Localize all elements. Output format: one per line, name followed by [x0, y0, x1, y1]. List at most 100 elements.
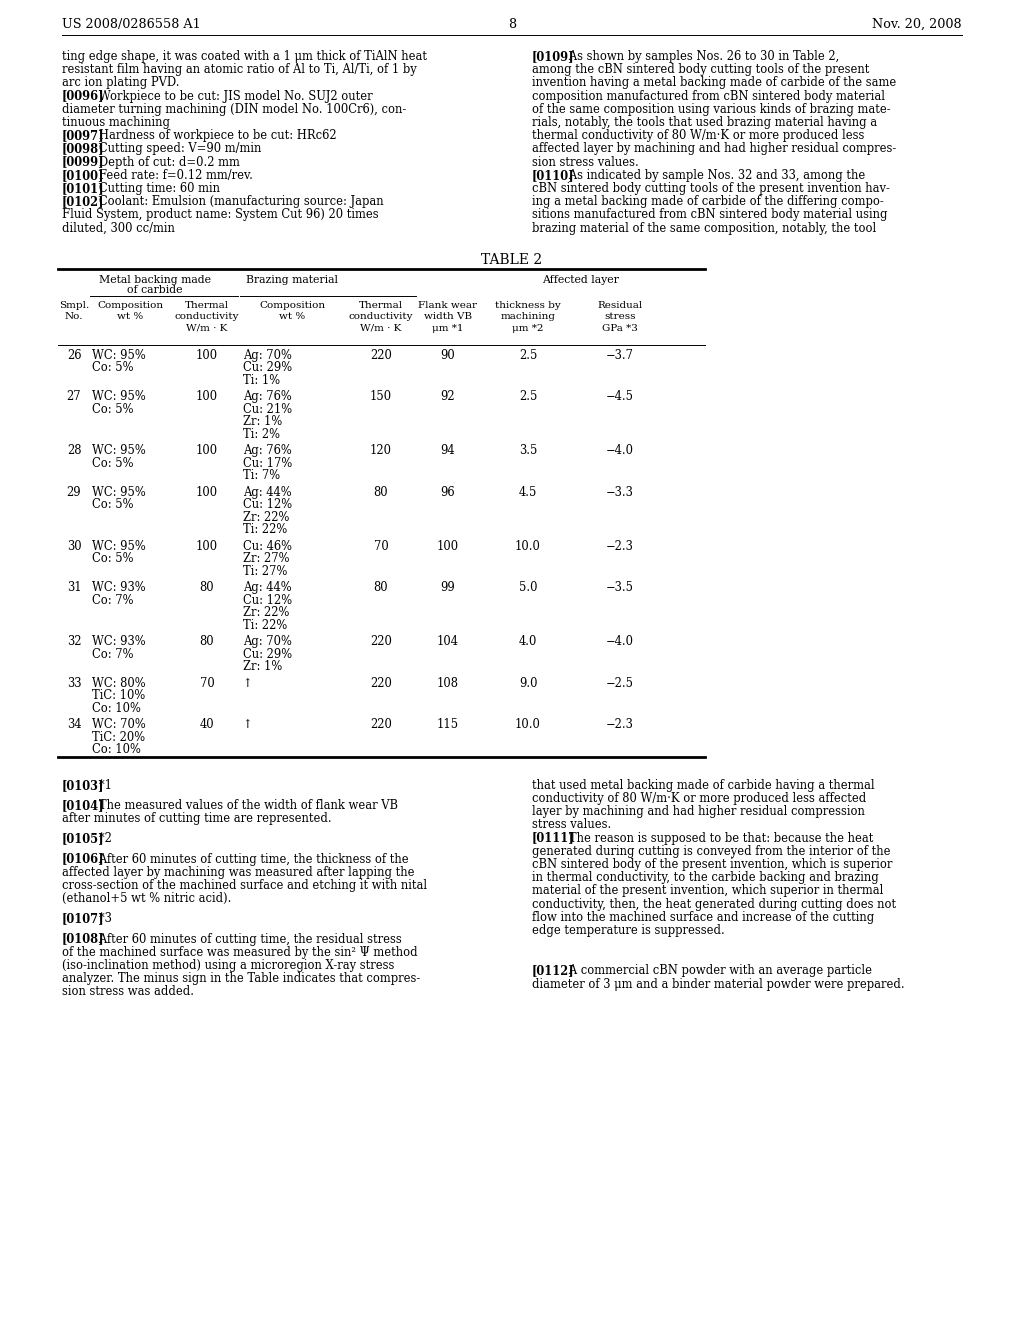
Text: [0102]: [0102]: [62, 195, 104, 209]
Text: *1: *1: [88, 779, 112, 792]
Text: 80: 80: [200, 581, 214, 594]
Text: analyzer. The minus sign in the Table indicates that compres-: analyzer. The minus sign in the Table in…: [62, 973, 420, 985]
Text: Cutting speed: V=90 m/min: Cutting speed: V=90 m/min: [88, 143, 261, 156]
Text: cBN sintered body of the present invention, which is superior: cBN sintered body of the present inventi…: [532, 858, 892, 871]
Text: rials, notably, the tools that used brazing material having a: rials, notably, the tools that used braz…: [532, 116, 878, 129]
Text: [0112]: [0112]: [532, 965, 574, 977]
Text: Cutting time: 60 min: Cutting time: 60 min: [88, 182, 220, 195]
Text: Thermal
conductivity
W/m · K: Thermal conductivity W/m · K: [349, 301, 414, 333]
Text: sion stress was added.: sion stress was added.: [62, 986, 194, 998]
Text: 99: 99: [440, 581, 456, 594]
Text: Ti: 27%: Ti: 27%: [243, 565, 288, 578]
Text: Ti: 22%: Ti: 22%: [243, 619, 288, 632]
Text: TiC: 20%: TiC: 20%: [92, 731, 145, 743]
Text: TABLE 2: TABLE 2: [481, 253, 543, 267]
Text: diameter turning machining (DIN model No. 100Cr6), con-: diameter turning machining (DIN model No…: [62, 103, 407, 116]
Text: [0107]: [0107]: [62, 912, 104, 925]
Text: 4.5: 4.5: [519, 486, 538, 499]
Text: A commercial cBN powder with an average particle: A commercial cBN powder with an average …: [558, 965, 871, 977]
Text: 94: 94: [440, 445, 456, 457]
Text: [0110]: [0110]: [532, 169, 574, 182]
Text: 108: 108: [437, 677, 459, 690]
Text: Zr: 22%: Zr: 22%: [243, 606, 290, 619]
Text: Zr: 22%: Zr: 22%: [243, 511, 290, 524]
Text: [0111]: [0111]: [532, 832, 574, 845]
Text: Co: 5%: Co: 5%: [92, 403, 133, 416]
Text: [0099]: [0099]: [62, 156, 104, 169]
Text: of the same composition using various kinds of brazing mate-: of the same composition using various ki…: [532, 103, 891, 116]
Text: [0109]: [0109]: [532, 50, 574, 63]
Text: Co: 5%: Co: 5%: [92, 552, 133, 565]
Text: [0103]: [0103]: [62, 779, 104, 792]
Text: invention having a metal backing made of carbide of the same: invention having a metal backing made of…: [532, 77, 896, 90]
Text: [0098]: [0098]: [62, 143, 104, 156]
Text: Co: 7%: Co: 7%: [92, 648, 133, 661]
Text: 100: 100: [196, 445, 218, 457]
Text: 2.5: 2.5: [519, 391, 538, 404]
Text: ing a metal backing made of carbide of the differing compo-: ing a metal backing made of carbide of t…: [532, 195, 884, 209]
Text: The reason is supposed to be that: because the heat: The reason is supposed to be that: becau…: [558, 832, 873, 845]
Text: Composition
wt %: Composition wt %: [259, 301, 325, 321]
Text: Affected layer: Affected layer: [542, 275, 618, 285]
Text: [0106]: [0106]: [62, 853, 104, 866]
Text: Ag: 70%: Ag: 70%: [243, 635, 292, 648]
Text: Workpiece to be cut: JIS model No. SUJ2 outer: Workpiece to be cut: JIS model No. SUJ2 …: [88, 90, 373, 103]
Text: −4.0: −4.0: [606, 445, 634, 457]
Text: Thermal
conductivity
W/m · K: Thermal conductivity W/m · K: [175, 301, 240, 333]
Text: 4.0: 4.0: [519, 635, 538, 648]
Text: 30: 30: [67, 540, 81, 553]
Text: −3.5: −3.5: [606, 581, 634, 594]
Text: Cu: 12%: Cu: 12%: [243, 594, 292, 607]
Text: layer by machining and had higher residual compression: layer by machining and had higher residu…: [532, 805, 865, 818]
Text: Cu: 17%: Cu: 17%: [243, 457, 292, 470]
Text: Ag: 44%: Ag: 44%: [243, 486, 292, 499]
Text: −4.0: −4.0: [606, 635, 634, 648]
Text: 10.0: 10.0: [515, 718, 541, 731]
Text: [0097]: [0097]: [62, 129, 104, 143]
Text: Fluid System, product name: System Cut 96) 20 times: Fluid System, product name: System Cut 9…: [62, 209, 379, 222]
Text: Zr: 27%: Zr: 27%: [243, 552, 290, 565]
Text: 220: 220: [370, 348, 392, 362]
Text: 100: 100: [196, 540, 218, 553]
Text: 31: 31: [67, 581, 81, 594]
Text: WC: 95%: WC: 95%: [92, 391, 145, 404]
Text: −3.7: −3.7: [606, 348, 634, 362]
Text: 220: 220: [370, 677, 392, 690]
Text: 34: 34: [67, 718, 81, 731]
Text: 32: 32: [67, 635, 81, 648]
Text: Ag: 76%: Ag: 76%: [243, 445, 292, 457]
Text: resistant film having an atomic ratio of Al to Ti, Al/Ti, of 1 by: resistant film having an atomic ratio of…: [62, 63, 417, 77]
Text: after minutes of cutting time are represented.: after minutes of cutting time are repres…: [62, 812, 332, 825]
Text: 10.0: 10.0: [515, 540, 541, 553]
Text: As indicated by sample Nos. 32 and 33, among the: As indicated by sample Nos. 32 and 33, a…: [558, 169, 865, 182]
Text: WC: 93%: WC: 93%: [92, 581, 145, 594]
Text: WC: 95%: WC: 95%: [92, 540, 145, 553]
Text: Ag: 44%: Ag: 44%: [243, 581, 292, 594]
Text: −4.5: −4.5: [606, 391, 634, 404]
Text: Co: 7%: Co: 7%: [92, 594, 133, 607]
Text: Cu: 21%: Cu: 21%: [243, 403, 292, 416]
Text: tinuous machining: tinuous machining: [62, 116, 170, 129]
Text: Coolant: Emulsion (manufacturing source: Japan: Coolant: Emulsion (manufacturing source:…: [88, 195, 384, 209]
Text: 120: 120: [370, 445, 392, 457]
Text: −2.3: −2.3: [606, 540, 634, 553]
Text: Feed rate: f=0.12 mm/rev.: Feed rate: f=0.12 mm/rev.: [88, 169, 253, 182]
Text: ↑: ↑: [243, 677, 253, 690]
Text: stress values.: stress values.: [532, 818, 611, 832]
Text: 40: 40: [200, 718, 214, 731]
Text: After 60 minutes of cutting time, the residual stress: After 60 minutes of cutting time, the re…: [88, 933, 401, 945]
Text: ting edge shape, it was coated with a 1 μm thick of TiAlN heat: ting edge shape, it was coated with a 1 …: [62, 50, 427, 63]
Text: cross-section of the machined surface and etching it with nital: cross-section of the machined surface an…: [62, 879, 427, 892]
Text: −2.3: −2.3: [606, 718, 634, 731]
Text: Zr: 1%: Zr: 1%: [243, 416, 283, 428]
Text: Residual
stress
GPa *3: Residual stress GPa *3: [597, 301, 643, 333]
Text: −2.5: −2.5: [606, 677, 634, 690]
Text: (iso-inclination method) using a microregion X-ray stress: (iso-inclination method) using a microre…: [62, 960, 394, 972]
Text: 104: 104: [437, 635, 459, 648]
Text: Ag: 70%: Ag: 70%: [243, 348, 292, 362]
Text: Co: 5%: Co: 5%: [92, 457, 133, 470]
Text: 2.5: 2.5: [519, 348, 538, 362]
Text: Ag: 76%: Ag: 76%: [243, 391, 292, 404]
Text: sion stress values.: sion stress values.: [532, 156, 639, 169]
Text: among the cBN sintered body cutting tools of the present: among the cBN sintered body cutting tool…: [532, 63, 869, 77]
